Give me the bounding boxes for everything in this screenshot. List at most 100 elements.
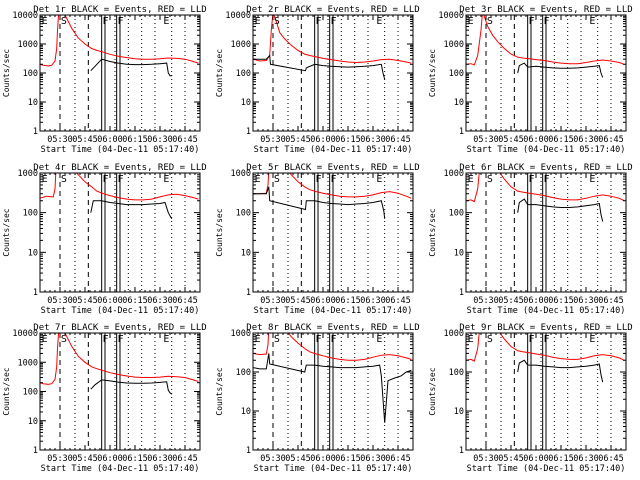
- y-tick-label: 10000: [12, 329, 38, 339]
- x-axis: 05:30 05:45 06:00 06:15 06:30 06:45: [44, 15, 198, 145]
- y-axis: 1 10 100 1000: [231, 329, 413, 456]
- y-tick-label: 100: [23, 388, 38, 398]
- x-axis: 05:30 05:45 06:00 06:15 06:30 06:45: [257, 333, 411, 464]
- phase-marker: F: [118, 16, 124, 27]
- y-tick-label: 1: [33, 446, 38, 456]
- panel-title: Det 6r BLACK = Events, RED = LLD: [459, 163, 632, 173]
- x-axis: 05:30 05:45 06:00 06:15 06:30 06:45: [44, 333, 198, 464]
- y-tick-label: 1000: [231, 169, 251, 179]
- events-line: [253, 186, 386, 219]
- phase-marker: F: [529, 16, 535, 27]
- detector-panel-9: Det 9r BLACK = Events, RED = LLD 1 10 100 10…: [428, 323, 633, 474]
- x-tick-label: 06:00: [97, 135, 123, 145]
- x-axis-label: Start Time (04-Dec-11 05:17:40): [467, 306, 626, 316]
- x-axis-label: Start Time (04-Dec-11 05:17:40): [41, 145, 200, 155]
- x-tick-label: 06:15: [335, 135, 361, 145]
- phase-marker: E: [376, 334, 382, 345]
- events-line: [517, 62, 604, 78]
- y-tick-label: 10: [241, 407, 251, 417]
- y-tick-label: 100: [236, 209, 251, 219]
- x-tick-label: 05:45: [72, 454, 98, 464]
- x-tick-label: 06:00: [310, 454, 336, 464]
- y-axis-label: Counts/sec: [2, 367, 11, 415]
- phase-marker: E: [255, 334, 261, 345]
- x-axis-label: Start Time (04-Dec-11 05:17:40): [467, 145, 626, 155]
- x-tick-label: 06:00: [310, 135, 336, 145]
- y-tick-label: 1: [459, 288, 464, 298]
- y-tick-label: 10: [454, 248, 464, 258]
- events-line: [90, 379, 173, 395]
- events-line: [253, 54, 386, 80]
- y-tick-label: 1: [33, 288, 38, 298]
- x-tick-label: 06:15: [548, 135, 574, 145]
- x-tick-label: 06:30: [147, 296, 173, 306]
- detector-panel-3: Det 3r BLACK = Events, RED = LLD 1 10 100 10…: [428, 5, 633, 155]
- y-axis: 1 10 100 1000 10000: [12, 329, 200, 456]
- y-axis-label: Counts/sec: [428, 49, 437, 97]
- phase-marker: E: [163, 174, 169, 185]
- phase-marker: F: [103, 16, 109, 27]
- x-axis: 05:30 05:45 06:00 06:15 06:30 06:45: [257, 173, 411, 306]
- x-tick-label: 06:00: [523, 135, 549, 145]
- guide-lines: [272, 173, 399, 292]
- panel-title: Det 1r BLACK = Events, RED = LLD: [33, 5, 206, 15]
- x-tick-label: 06:30: [360, 296, 386, 306]
- guide-lines: [59, 15, 186, 131]
- x-tick-label: 05:45: [285, 454, 311, 464]
- x-tick-label: 06:00: [310, 296, 336, 306]
- phase-marker: E: [468, 16, 474, 27]
- detector-panel-6: Det 6r BLACK = Events, RED = LLD 1 10 100 10…: [428, 163, 633, 316]
- x-axis-label: Start Time (04-Dec-11 05:17:40): [254, 464, 413, 474]
- y-axis: 1 10 100 1000: [231, 169, 413, 298]
- y-tick-label: 10000: [12, 11, 38, 21]
- x-tick-label: 06:45: [172, 296, 198, 306]
- y-axis: 1 10 100 1000: [18, 169, 200, 298]
- y-axis-label: Counts/sec: [2, 208, 11, 256]
- y-tick-label: 1000: [18, 40, 38, 50]
- detector-panel-7: Det 7r BLACK = Events, RED = LLD 1 10 100 10…: [2, 323, 207, 474]
- phase-marker: E: [589, 16, 595, 27]
- y-axis: 1 10 100 1000 10000: [12, 11, 200, 137]
- y-tick-label: 100: [236, 69, 251, 79]
- phase-marker: F: [331, 334, 337, 345]
- phase-marker: F: [544, 16, 550, 27]
- phase-marker: E: [163, 16, 169, 27]
- x-tick-label: 06:45: [172, 135, 198, 145]
- x-axis-label: Start Time (04-Dec-11 05:17:40): [41, 464, 200, 474]
- phase-marker: F: [103, 334, 109, 345]
- y-tick-label: 10000: [438, 11, 464, 21]
- x-tick-label: 06:15: [548, 296, 574, 306]
- phase-marker: S: [487, 16, 493, 27]
- x-axis-label: Start Time (04-Dec-11 05:17:40): [467, 464, 626, 474]
- panel-title: Det 5r BLACK = Events, RED = LLD: [246, 163, 419, 173]
- x-tick-label: 06:45: [385, 135, 411, 145]
- guide-lines: [485, 173, 612, 292]
- y-tick-label: 1: [459, 127, 464, 137]
- x-tick-label: 06:15: [335, 454, 361, 464]
- x-tick-label: 06:30: [573, 135, 599, 145]
- y-tick-label: 100: [236, 368, 251, 378]
- y-tick-label: 1000: [444, 40, 464, 50]
- x-axis: 05:30 05:45 06:00 06:15 06:30 06:45: [257, 15, 411, 145]
- phase-marker: F: [544, 334, 550, 345]
- y-tick-label: 10: [241, 248, 251, 258]
- panel-title: Det 8r BLACK = Events, RED = LLD: [246, 323, 419, 333]
- phase-marker: F: [316, 334, 322, 345]
- x-axis-label: Start Time (04-Dec-11 05:17:40): [254, 145, 413, 155]
- y-tick-label: 1: [246, 288, 251, 298]
- phase-marker: S: [487, 174, 493, 185]
- phase-marker: S: [274, 16, 280, 27]
- x-tick-label: 06:30: [573, 296, 599, 306]
- y-axis: 1 10 100 1000: [444, 329, 626, 456]
- x-tick-label: 05:45: [72, 296, 98, 306]
- y-tick-label: 10: [28, 248, 38, 258]
- x-tick-label: 06:00: [523, 454, 549, 464]
- events-line: [517, 359, 604, 383]
- y-tick-label: 100: [449, 209, 464, 219]
- phase-marker: E: [376, 16, 382, 27]
- y-tick-label: 1: [246, 446, 251, 456]
- y-axis: 1 10 100 1000 10000: [438, 11, 626, 137]
- x-tick-label: 06:15: [122, 135, 148, 145]
- y-axis-label: Counts/sec: [215, 49, 224, 97]
